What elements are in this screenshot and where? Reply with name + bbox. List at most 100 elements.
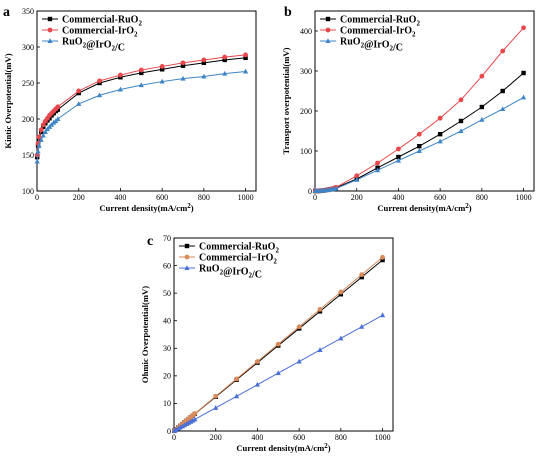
data-point: [34, 158, 40, 164]
y-tick-label: 400: [300, 27, 312, 36]
data-point: [97, 78, 102, 84]
data-point: [479, 104, 485, 110]
legend-label: Commercial−IrO2: [199, 253, 277, 266]
data-point: [138, 82, 144, 88]
data-point: [233, 393, 240, 399]
data-point: [42, 129, 48, 134]
data-point: [458, 97, 464, 103]
data-point: [138, 67, 144, 73]
series-2: [312, 25, 526, 194]
data-point: [275, 370, 281, 376]
legend-marker: [325, 27, 331, 33]
data-point: [139, 70, 144, 76]
data-point: [333, 185, 339, 191]
y-axis-label: Kintic Overpotential(mV): [3, 53, 13, 148]
series-3: [34, 68, 249, 164]
data-point: [520, 94, 527, 100]
plot-frame: [36, 10, 257, 192]
data-point: [222, 54, 228, 60]
data-point: [76, 88, 82, 94]
data-point: [359, 323, 365, 329]
x-tick-label: 600: [293, 433, 305, 442]
x-tick-label: 1000: [516, 193, 532, 202]
x-tick-label: 800: [476, 193, 488, 202]
legend-marker: [47, 27, 53, 33]
data-point: [275, 341, 281, 347]
data-point: [354, 173, 360, 179]
y-tick-label: 0: [308, 187, 312, 196]
data-point: [222, 57, 227, 63]
legend-label: RuO2@IrO2/C: [62, 37, 125, 54]
x-axis-label: Current density(mA/cm2): [236, 442, 330, 453]
data-point: [118, 72, 123, 78]
y-axis-label: Transport overpotential(mV): [281, 47, 291, 154]
data-point: [375, 160, 380, 166]
data-point: [317, 307, 323, 312]
series-2: [34, 52, 248, 158]
data-point: [396, 154, 401, 160]
data-point: [437, 138, 443, 144]
y-tick-label: 150: [22, 151, 34, 160]
y-tick-label: 300: [300, 67, 312, 76]
panel-letter-b: b: [284, 5, 292, 20]
x-tick-label: 200: [73, 193, 85, 202]
x-tick-label: 800: [198, 193, 210, 202]
data-point: [222, 70, 228, 76]
data-point: [395, 157, 402, 163]
data-point: [159, 78, 165, 84]
y-tick-label: 30: [163, 344, 171, 353]
data-point: [201, 73, 207, 79]
y-tick-label: 200: [300, 107, 312, 116]
x-tick-label: 600: [434, 193, 446, 202]
data-point: [51, 119, 57, 125]
plot-frame: [314, 10, 535, 192]
y-tick-label: 70: [163, 234, 171, 243]
y-tick-label: 50: [163, 289, 171, 298]
y-tick-label: 350: [22, 7, 34, 16]
data-point: [379, 312, 386, 318]
data-point: [35, 148, 41, 154]
y-tick-label: 100: [22, 187, 34, 196]
y-tick-label: 200: [22, 115, 34, 124]
data-point: [34, 152, 40, 158]
y-tick-label: 40: [163, 317, 171, 326]
data-point: [117, 86, 124, 92]
data-point: [380, 254, 385, 260]
chart-panel-c: c 0 200 400 600 800 1000 0 10 20 30 40 50 60 70 Current…: [140, 234, 394, 453]
data-point: [159, 67, 165, 72]
data-point: [180, 63, 186, 68]
data-point: [213, 393, 219, 399]
data-point: [380, 257, 385, 263]
legend-label: Commercial-RuO2: [340, 15, 420, 28]
data-point: [36, 142, 42, 148]
legend: Commercial-RuO2Commercial−IrO2RuO2@IrO2/…: [179, 242, 279, 281]
data-point: [96, 92, 103, 98]
y-tick-label: 250: [22, 79, 34, 88]
data-point: [500, 88, 505, 94]
data-point: [180, 75, 186, 81]
data-point: [374, 167, 381, 173]
legend-marker: [184, 265, 190, 270]
x-axis-label: Current density(mA/cm2): [99, 202, 193, 213]
data-point: [234, 376, 239, 382]
data-point: [416, 148, 422, 153]
data-point: [479, 117, 485, 122]
legend-label: Commercial-RuO2: [199, 242, 279, 255]
data-point: [317, 347, 323, 352]
data-point: [38, 137, 44, 142]
data-point: [36, 134, 42, 140]
x-tick-label: 200: [210, 433, 222, 442]
data-point: [338, 289, 344, 295]
x-tick-label: 400: [114, 193, 126, 202]
legend: Commercial-RuO2Commercial-IrO2RuO2@IrO2/…: [42, 15, 142, 54]
legend-label: Commercial-IrO2: [340, 26, 416, 39]
data-point: [38, 127, 44, 133]
data-point: [416, 131, 422, 137]
data-point: [500, 48, 506, 54]
legend-marker: [325, 38, 331, 43]
y-tick-label: 20: [163, 372, 171, 381]
legend-label: RuO2@IrO2/C: [340, 37, 403, 54]
data-point: [296, 358, 302, 364]
data-point: [354, 177, 360, 182]
